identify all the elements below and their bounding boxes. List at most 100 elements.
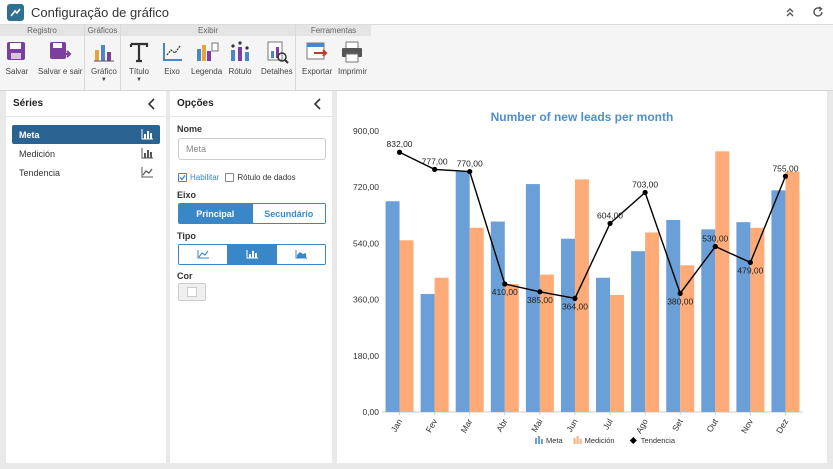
chart-title: Number of new leads per month xyxy=(490,110,674,124)
x-tick-label: Mai xyxy=(529,417,545,434)
point-tendencia xyxy=(747,259,753,266)
series-item-tendencia[interactable]: Tendencia xyxy=(12,163,160,182)
details-label: Detalhes xyxy=(261,67,293,76)
area-icon xyxy=(295,250,307,259)
x-tick-label: Fev xyxy=(424,416,440,434)
bar-medicion xyxy=(399,240,414,412)
x-tick-label: Dez xyxy=(774,417,790,435)
legend-button[interactable]: Legenda xyxy=(191,37,222,76)
bar-meta xyxy=(596,277,611,412)
print-button[interactable]: Imprimir xyxy=(338,37,367,76)
chevron-left-icon[interactable] xyxy=(312,97,324,111)
bar-medicion xyxy=(680,265,695,412)
bar-medicion xyxy=(504,283,519,412)
save-exit-label: Salvar e sair xyxy=(38,67,83,76)
x-tick-label: Abr xyxy=(494,417,509,434)
bar-meta xyxy=(666,219,681,412)
series-item-medicion[interactable]: Medición xyxy=(12,144,160,163)
y-tick-label: 0,00 xyxy=(362,407,379,417)
series-line-tendencia xyxy=(399,151,787,300)
group-label: Registro xyxy=(0,25,84,36)
data-label-checkbox-label: Rótulo de dados xyxy=(237,173,296,182)
group-label: Ferramentas xyxy=(296,25,371,36)
bar-medicion xyxy=(715,151,730,413)
options-panel: Opções Nome Habilitar Rótulo de dados Ei… xyxy=(170,91,332,463)
bar-meta xyxy=(701,229,716,412)
save-button[interactable]: Salvar xyxy=(5,37,29,76)
bar-meta xyxy=(455,171,470,412)
data-label-checkbox[interactable] xyxy=(225,173,235,182)
bar-medicion xyxy=(750,227,765,412)
y-tick-label: 720,00 xyxy=(353,182,379,192)
point-tendencia xyxy=(572,295,578,301)
bar-meta xyxy=(385,201,400,412)
axis-segmented-control: Principal Secundário xyxy=(178,203,326,224)
name-input[interactable] xyxy=(178,138,326,160)
details-button[interactable]: Detalhes xyxy=(261,37,293,76)
series-panel-header: Séries xyxy=(6,91,166,117)
bar-medicion xyxy=(645,232,660,412)
legend-symbol xyxy=(538,436,540,444)
enable-checkbox[interactable] xyxy=(178,173,187,182)
y-tick-label: 900,00 xyxy=(353,126,379,136)
axis-button[interactable]: Eixo xyxy=(160,37,184,76)
bar-meta xyxy=(631,251,646,412)
type-segmented-control xyxy=(178,244,326,265)
bar-icon xyxy=(141,148,153,159)
ribbon-group-exibir: Exibir Título ▼ Eixo Legenda Rótulo Deta… xyxy=(121,25,296,91)
type-option-area[interactable] xyxy=(276,245,325,264)
title-button[interactable]: Título ▼ xyxy=(127,37,151,83)
series-item-label: Tendencia xyxy=(19,167,61,178)
ribbon-group-registro: Registro Salvar Salvar e sair xyxy=(0,25,85,91)
axis-option-secundario[interactable]: Secundário xyxy=(251,204,325,223)
axis-label: Eixo xyxy=(164,67,180,76)
name-field-label: Nome xyxy=(177,124,203,134)
series-panel-title: Séries xyxy=(13,98,44,109)
point-tendencia xyxy=(642,189,648,196)
ribbon-group-ferramentas: Ferramentas Exportar Imprimir xyxy=(296,25,371,91)
axis-option-principal[interactable]: Principal xyxy=(179,204,252,223)
y-tick-label: 180,00 xyxy=(353,351,379,361)
point-tendencia xyxy=(607,220,613,227)
refresh-icon[interactable] xyxy=(811,4,825,20)
bar-icon xyxy=(246,250,258,259)
legend-icon xyxy=(196,42,219,61)
legend-label: Legenda xyxy=(191,67,223,76)
options-panel-title: Opções xyxy=(177,98,214,109)
data-label-tendencia: 604,00 xyxy=(597,210,623,220)
type-field-label: Tipo xyxy=(177,231,196,241)
data-label-icon xyxy=(231,41,249,61)
chart-type-button[interactable]: Gráfico ▼ xyxy=(91,37,117,83)
type-option-line[interactable] xyxy=(179,245,227,264)
x-tick-label: Ago xyxy=(634,417,650,435)
color-picker[interactable] xyxy=(178,283,206,301)
bar-icon xyxy=(141,129,153,140)
chevron-left-icon[interactable] xyxy=(146,97,158,111)
series-panel: Séries Meta Medición Tendencia xyxy=(6,91,166,463)
legend-symbol xyxy=(535,438,537,444)
axis-field-label: Eixo xyxy=(177,190,197,200)
chart-type-label: Gráfico xyxy=(91,67,117,76)
point-tendencia xyxy=(502,281,508,287)
save-exit-button[interactable]: Salvar e sair xyxy=(38,37,82,76)
enable-label: Habilitar xyxy=(190,173,220,182)
bar-medicion xyxy=(434,277,449,412)
collapse-ribbon-icon[interactable] xyxy=(783,4,797,20)
bar-meta xyxy=(736,222,751,412)
bar-medicion xyxy=(785,171,800,412)
export-button[interactable]: Exportar xyxy=(302,37,332,76)
bar-meta xyxy=(771,190,786,412)
point-tendencia xyxy=(677,290,683,296)
bar-medicion xyxy=(574,179,589,412)
data-label-tendencia: 410,00 xyxy=(492,287,518,297)
options-panel-header: Opções xyxy=(170,91,332,117)
bar-meta xyxy=(525,184,540,412)
series-item-meta[interactable]: Meta xyxy=(12,125,160,144)
point-tendencia xyxy=(396,149,403,155)
point-tendencia xyxy=(712,243,718,250)
details-icon xyxy=(267,41,289,64)
floppy-disk-icon xyxy=(7,42,25,60)
data-label-button[interactable]: Rótulo xyxy=(228,37,252,76)
bar-medicion xyxy=(469,227,484,412)
type-option-bar[interactable] xyxy=(227,245,276,264)
